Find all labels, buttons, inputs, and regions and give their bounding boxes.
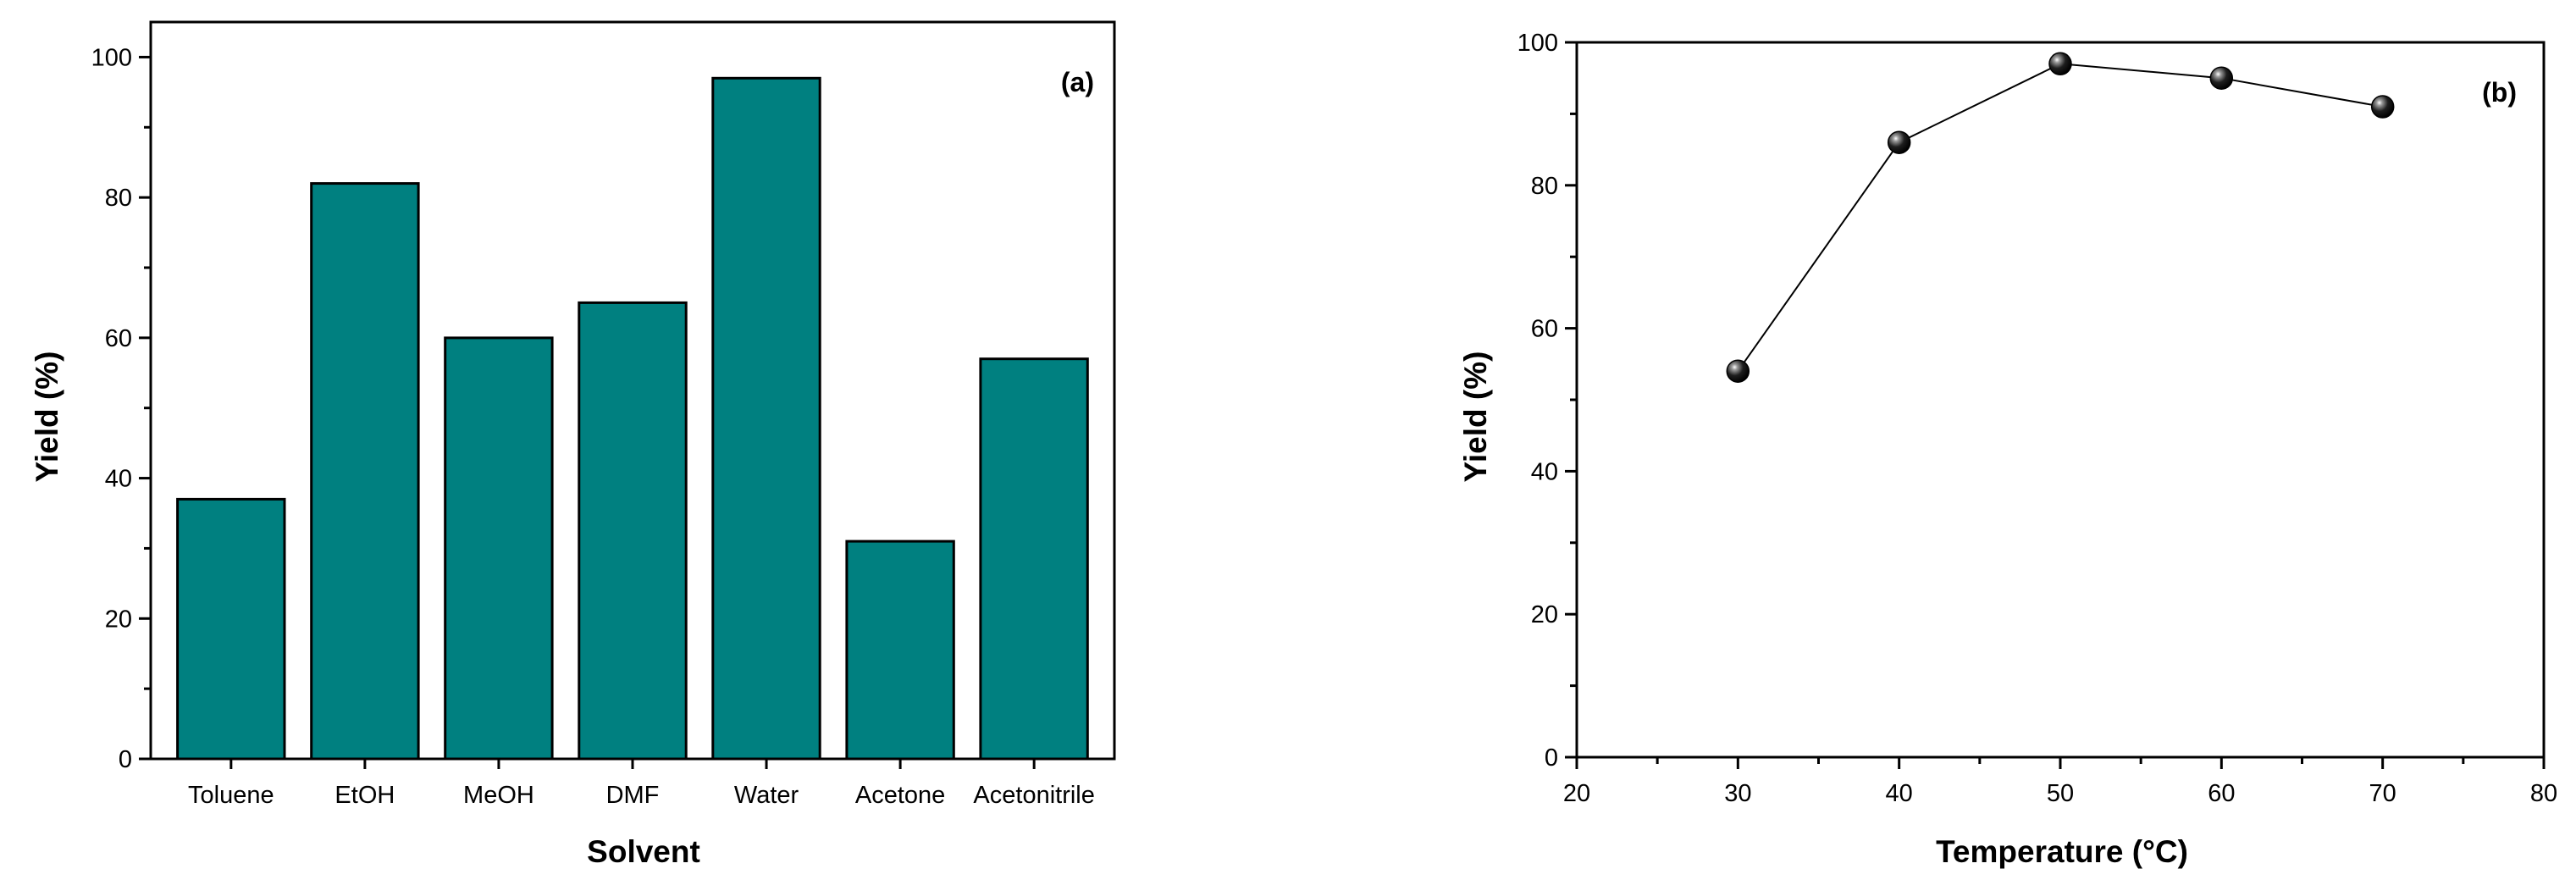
y-tick-label: 40 (1531, 458, 1558, 485)
data-point (2209, 66, 2234, 90)
y-tick-label: 80 (1531, 173, 1558, 200)
chart-b-ylabel: Yield (%) (1458, 351, 1493, 483)
plot-frame (1575, 41, 2546, 759)
x-tick-label: 40 (1886, 780, 1913, 807)
x-tick-label: Acetone (855, 782, 945, 809)
y-tick-label: 100 (91, 44, 132, 71)
y-tick-label: 40 (105, 466, 132, 493)
bar-acetone (845, 540, 955, 761)
y-tick-label: 0 (1545, 744, 1558, 772)
y-tick-label: 100 (1517, 30, 1558, 57)
y-tick-label: 20 (1531, 601, 1558, 628)
bar-water (711, 76, 821, 761)
x-tick-label: 50 (2047, 780, 2074, 807)
y-tick-label: 0 (119, 746, 132, 773)
y-tick-label: 80 (105, 185, 132, 212)
x-tick-label: 80 (2530, 780, 2557, 807)
x-tick-label: MeOH (463, 782, 534, 809)
x-tick-label: 20 (1563, 780, 1590, 807)
chart-a-panel-label: (a) (1061, 67, 1094, 97)
x-tick-label: Acetonitrile (973, 782, 1094, 809)
data-point (2048, 52, 2072, 76)
y-tick-label: 60 (1531, 316, 1558, 343)
chart-b-xlabel: Temperature (°C) (1936, 834, 2188, 869)
x-tick-label: 60 (2208, 780, 2235, 807)
bar-meoh (444, 336, 554, 761)
series-line (1737, 63, 2383, 372)
chart-a-solvent-yield: Toluene EtOH MeOH DMF Water Acetone Acetonitri… (30, 20, 1116, 869)
chart-a-ylabel: Yield (%) (30, 351, 64, 483)
x-tick-label: 30 (1724, 780, 1751, 807)
y-tick-label: 60 (105, 325, 132, 352)
chart-a-xlabel: Solvent (587, 834, 700, 869)
y-tick-label: 20 (105, 606, 132, 633)
bar-etoh (310, 182, 420, 761)
data-point (2370, 95, 2395, 119)
bar-toluene (176, 497, 286, 761)
chart-b-panel-label: (b) (2482, 77, 2517, 108)
data-point (1887, 130, 1911, 154)
x-tick-label: EtOH (334, 782, 395, 809)
x-tick-label: 70 (2369, 780, 2396, 807)
bar-dmf (578, 301, 688, 761)
data-point (1726, 359, 1750, 383)
plot-frame (149, 20, 1116, 761)
bar-acetonitrile (979, 357, 1089, 761)
x-tick-label: Water (734, 782, 799, 809)
x-tick-label: DMF (606, 782, 660, 809)
x-tick-label: Toluene (188, 782, 274, 809)
